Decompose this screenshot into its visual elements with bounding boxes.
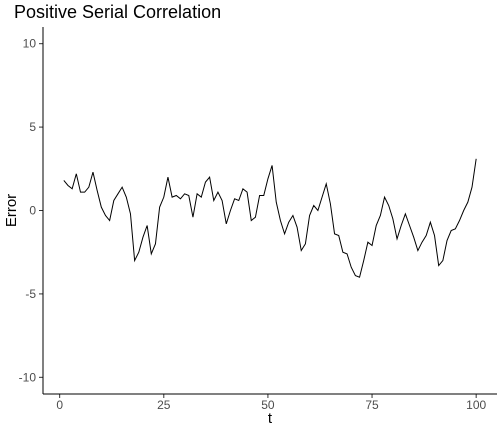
x-tick-label: 0 — [56, 398, 63, 412]
y-axis: 10 5 0 -5 -10 — [19, 37, 43, 384]
y-tick-label: 10 — [23, 37, 37, 51]
y-tick-label: 5 — [29, 120, 36, 134]
y-tick-label: -10 — [19, 370, 37, 384]
x-axis-title: t — [268, 410, 273, 427]
y-tick-label: -5 — [25, 287, 36, 301]
y-tick-label: 0 — [29, 204, 36, 218]
x-tick-label: 25 — [157, 398, 171, 412]
x-tick-label: 75 — [365, 398, 379, 412]
x-tick-label: 100 — [466, 398, 486, 412]
x-axis: 0 25 50 75 100 — [56, 394, 487, 412]
y-axis-title: Error — [3, 194, 20, 227]
chart-title: Positive Serial Correlation — [14, 2, 221, 22]
x-tick-label: 50 — [261, 398, 275, 412]
error-series-line — [63, 158, 477, 278]
